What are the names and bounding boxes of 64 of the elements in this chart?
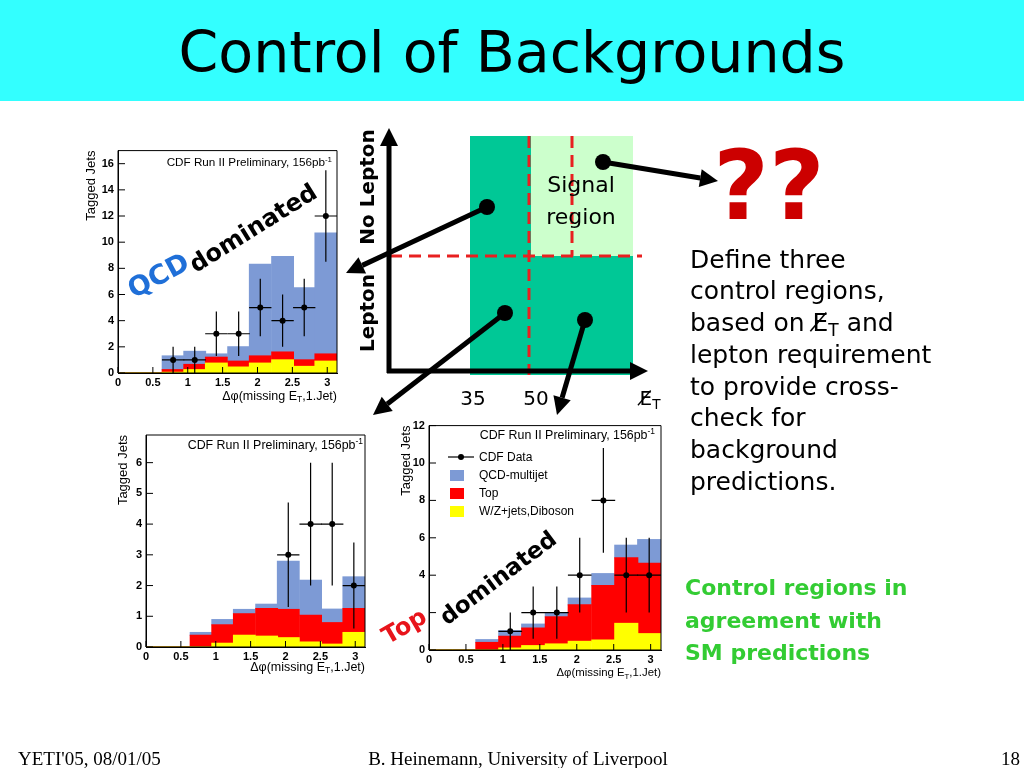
x-tick-label: 0.5 — [145, 375, 161, 388]
text: 50 — [523, 386, 549, 410]
x-tick-label: 3 — [324, 375, 331, 388]
x-tick-label: 2.5 — [284, 375, 301, 388]
text: 18 — [1001, 747, 1020, 768]
text: E̸$_{T}$ — [639, 386, 661, 413]
y-tick-label: 0 — [135, 640, 142, 653]
text: Lepton — [355, 273, 379, 353]
x-tick-label: 1.5 — [214, 375, 231, 388]
x-tick-label: 1.5 — [242, 649, 259, 662]
text: Control of Backgrounds — [178, 18, 846, 85]
x-axis-title: Δφ(missing E$_{T}$,1.Jet) — [250, 659, 365, 676]
y-tick-label: 4 — [135, 517, 143, 530]
x-tick-label: 2 — [282, 649, 289, 662]
legend-label: QCD-multijet — [479, 468, 548, 482]
annotation: CDF Run II Preliminary, 156pb$^{-1}$ — [187, 436, 363, 452]
y-tick-label: 12 — [412, 418, 425, 431]
y-tick-label: 3 — [135, 547, 142, 560]
x-tick-label: 2.5 — [606, 652, 622, 665]
legend-label: W/Z+jets,Diboson — [479, 504, 575, 518]
annotation: CDF Run II Preliminary, 156pb$^{-1}$ — [479, 426, 655, 442]
y-tick-label: 5 — [135, 486, 142, 499]
y-tick-label: 6 — [135, 455, 142, 468]
y-tick-label: 10 — [412, 456, 425, 469]
x-tick-label: 1 — [212, 649, 219, 662]
y-tick-label: 2 — [107, 339, 114, 352]
legend-label: Top — [479, 486, 499, 500]
x-axis-title: Δφ(missing E$_{T}$,1.Jet) — [222, 388, 337, 405]
text: ?? — [713, 130, 825, 242]
y-tick-label: 8 — [107, 261, 114, 274]
y-tick-label: 12 — [101, 209, 114, 222]
x-tick-label: 3 — [647, 652, 654, 665]
text: No Lepton — [355, 129, 379, 245]
x-tick-label: 0.5 — [458, 652, 474, 665]
legend-label: CDF Data — [479, 450, 533, 464]
y-tick-label: 16 — [101, 156, 114, 169]
x-tick-label: 2.5 — [312, 649, 329, 662]
y-axis-title: Tagged Jets — [115, 434, 131, 506]
y-tick-label: 0 — [107, 366, 114, 379]
x-tick-label: 2 — [254, 375, 261, 388]
x-axis-title: Δφ(missing E$_{T}$,1.Jet) — [556, 666, 661, 681]
x-tick-label: 3 — [352, 649, 359, 662]
x-tick-label: 2 — [573, 652, 580, 665]
y-tick-label: 6 — [107, 287, 114, 300]
text: 35 — [460, 386, 486, 410]
text: Define three control regions, based on E̸$_{T}$ and lepton requirement to provide cross-check for background predictions. — [690, 244, 932, 497]
y-tick-label: 10 — [101, 235, 114, 248]
text: YETI'05, 08/01/05 — [18, 747, 161, 768]
x-tick-label: 1 — [499, 652, 506, 665]
text: Control regions in agreement with SM predictions — [685, 574, 909, 667]
y-axis-title: Tagged Jets — [398, 425, 414, 496]
x-tick-label: 1.5 — [532, 652, 548, 665]
y-tick-label: 1 — [135, 609, 142, 622]
annotation: CDF Run II Preliminary, 156pb$^{-1}$ — [166, 154, 332, 168]
y-tick-label: 4 — [418, 568, 426, 581]
text: B. Heinemann, University of Liverpool — [368, 747, 668, 768]
y-tick-label: 2 — [135, 578, 142, 591]
y-tick-label: 6 — [418, 530, 425, 543]
x-tick-label: 0.5 — [173, 649, 189, 662]
y-tick-label: 14 — [101, 182, 115, 195]
y-tick-label: 4 — [107, 313, 115, 326]
y-axis-title: Tagged Jets — [83, 150, 99, 221]
x-tick-label: 1 — [184, 375, 191, 388]
y-tick-label: 8 — [418, 493, 425, 506]
